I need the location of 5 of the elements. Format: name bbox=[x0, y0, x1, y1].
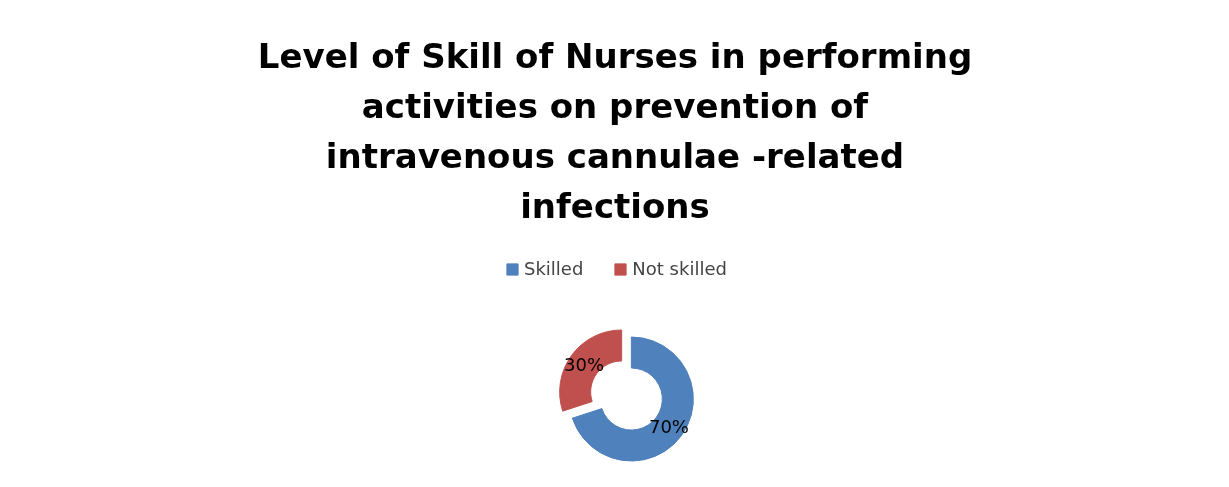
chart-title: Level of Skill of Nurses in performing activities on prevention of intravenous cannulae -related infections bbox=[257, 35, 973, 226]
data-label: 30% bbox=[564, 354, 605, 376]
data-label: 70% bbox=[648, 415, 689, 437]
legend-label: Skilled bbox=[524, 258, 584, 279]
legend-label: Not skilled bbox=[632, 258, 727, 279]
